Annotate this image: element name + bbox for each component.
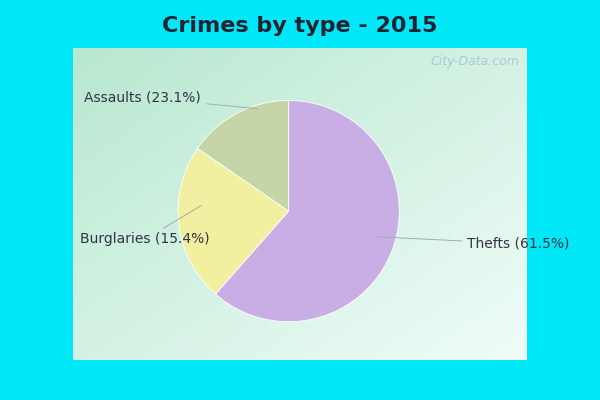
Text: Burglaries (15.4%): Burglaries (15.4%) <box>80 206 210 246</box>
Wedge shape <box>197 100 289 211</box>
Wedge shape <box>178 148 289 294</box>
Text: Assaults (23.1%): Assaults (23.1%) <box>85 91 257 109</box>
Text: Thefts (61.5%): Thefts (61.5%) <box>377 237 570 251</box>
Wedge shape <box>215 100 399 322</box>
Text: Crimes by type - 2015: Crimes by type - 2015 <box>163 16 437 36</box>
Text: City-Data.com: City-Data.com <box>431 55 520 68</box>
